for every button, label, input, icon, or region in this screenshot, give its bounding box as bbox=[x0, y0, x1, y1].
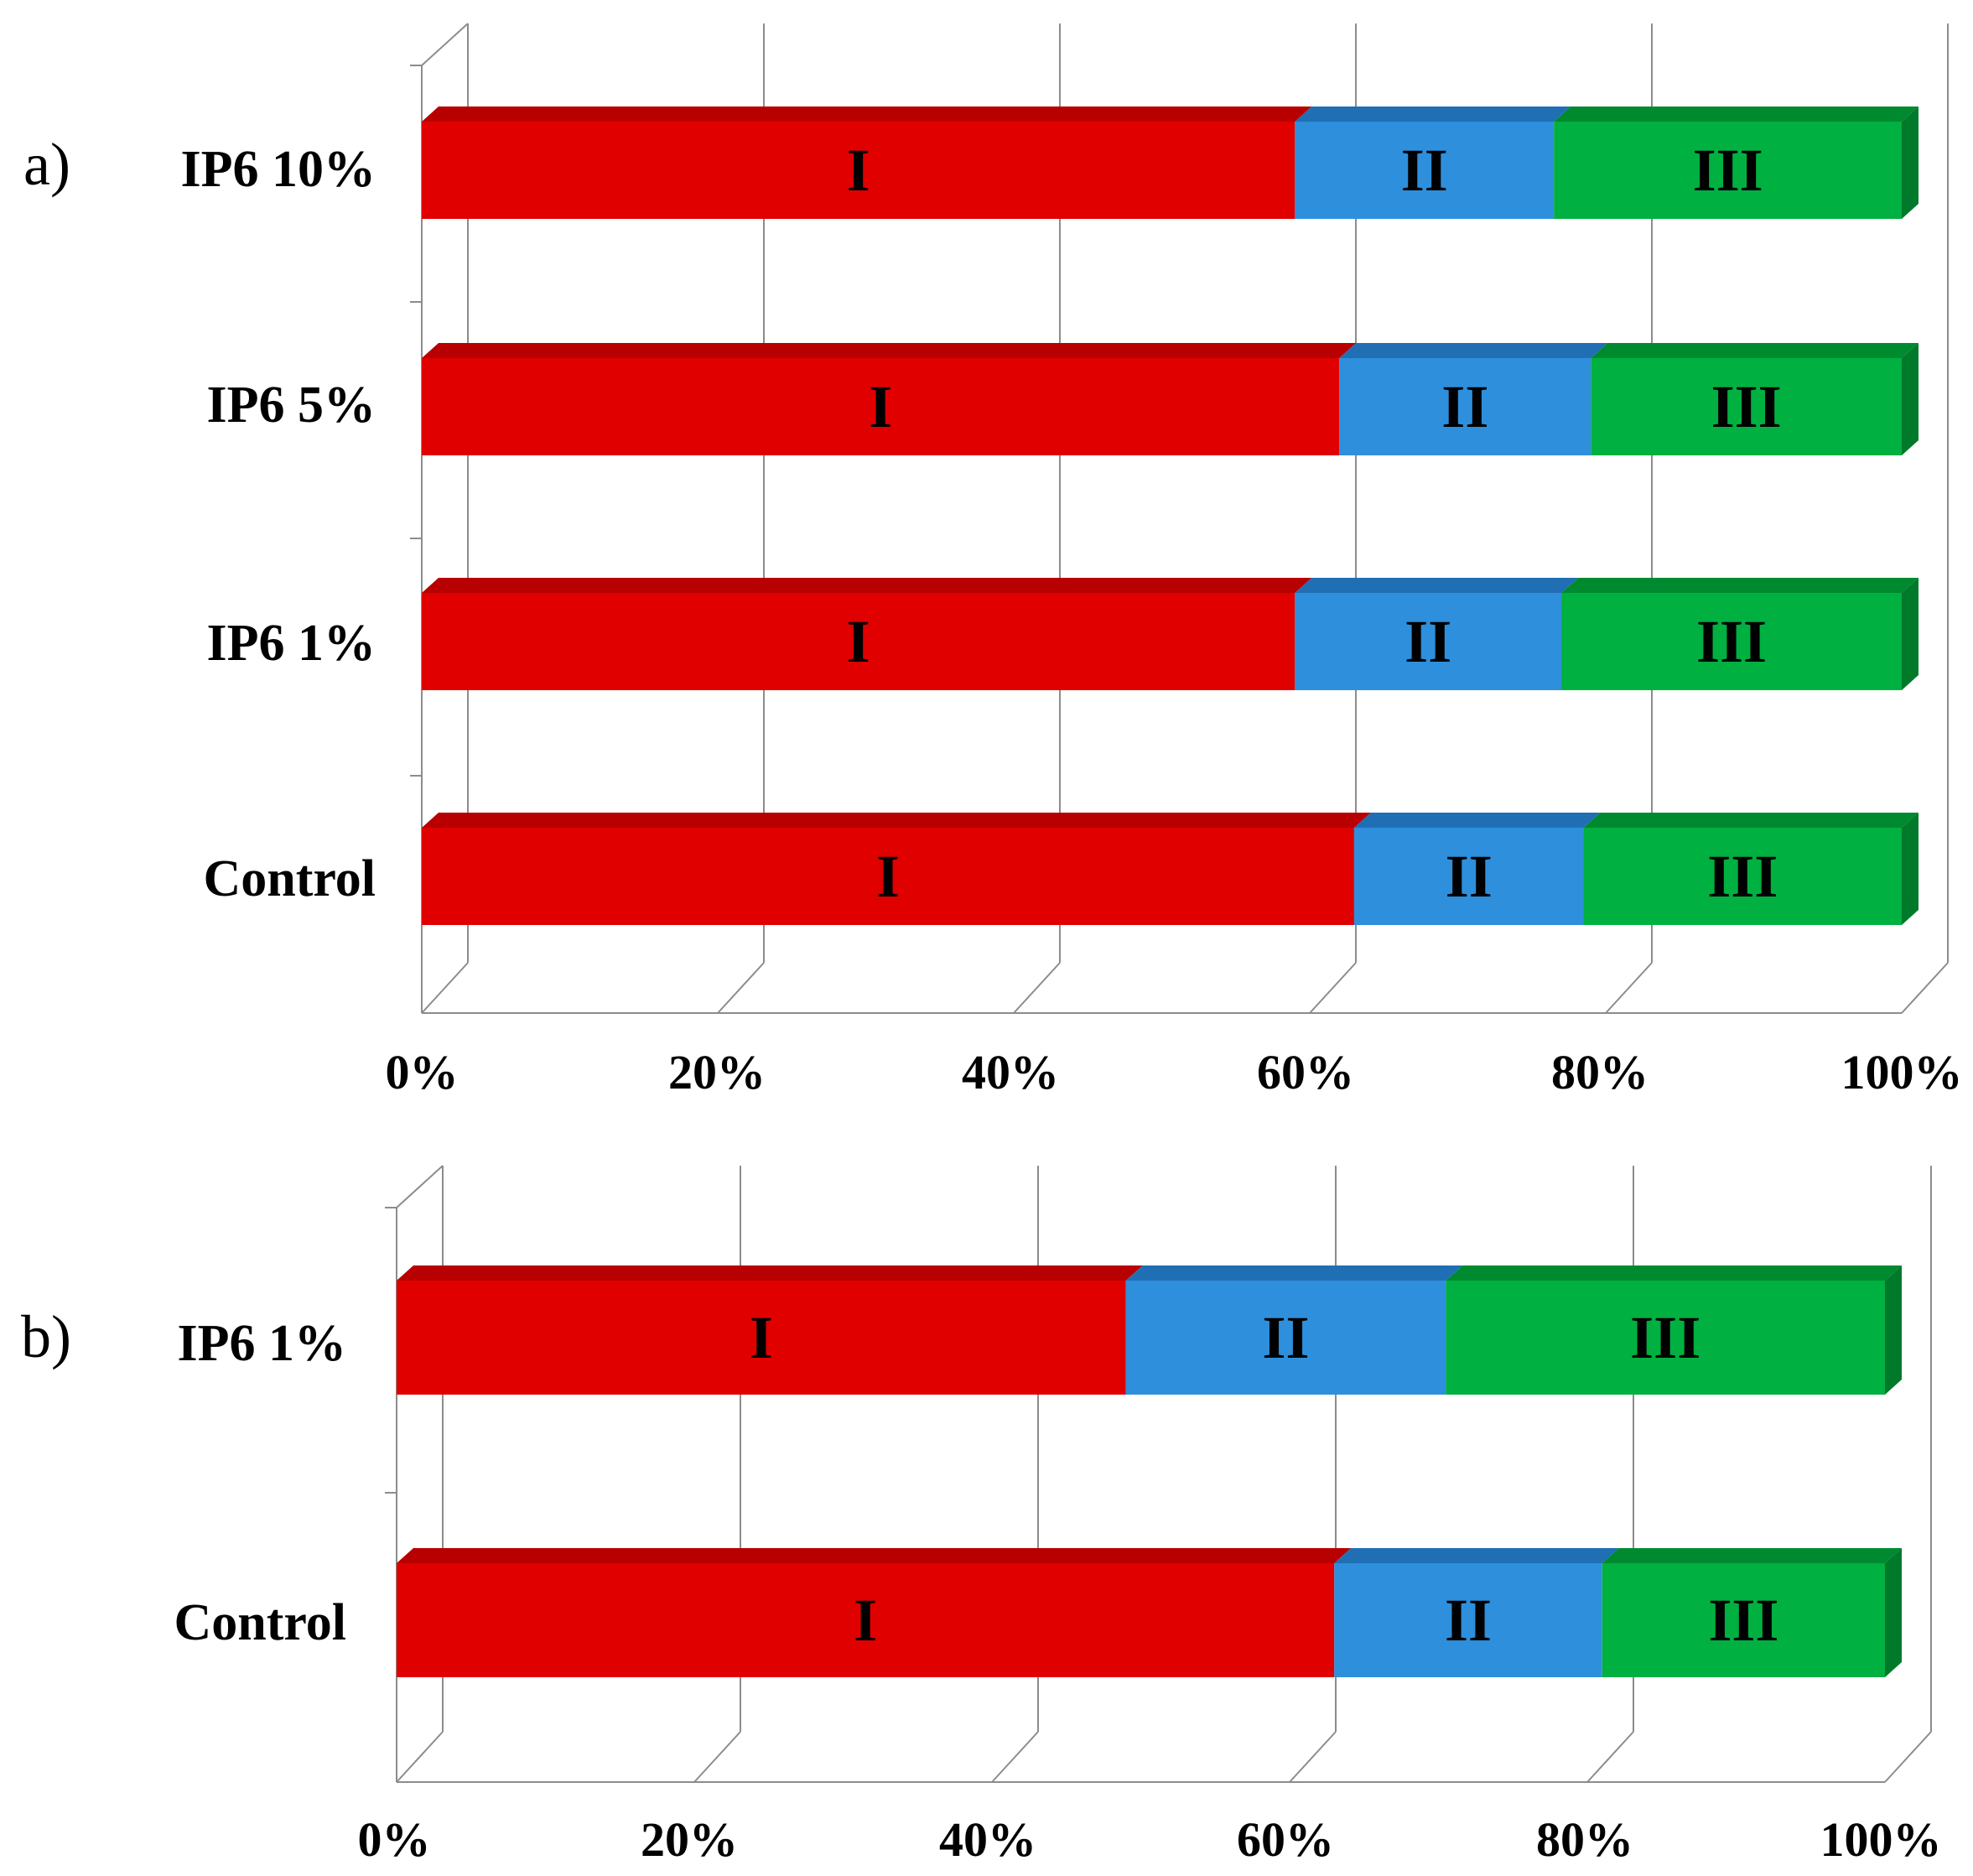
bar-segment-label: II bbox=[1446, 843, 1493, 910]
bar-segment-top bbox=[422, 578, 1312, 593]
bar-segment-label: I bbox=[847, 137, 870, 204]
bar-segment bbox=[422, 358, 1340, 455]
floor-gridline bbox=[421, 962, 469, 1014]
category-label: IP6 10% bbox=[181, 141, 376, 198]
category-label: Control bbox=[203, 850, 376, 907]
x-tick-label: 80% bbox=[1536, 1812, 1633, 1867]
bar-segment bbox=[1561, 593, 1902, 690]
bar-segment bbox=[1591, 358, 1902, 455]
bar-segment-side bbox=[1902, 107, 1918, 219]
x-tick-label: 20% bbox=[641, 1812, 738, 1867]
bar-segment-top bbox=[1446, 1265, 1902, 1281]
bar-segment-label: III bbox=[1693, 137, 1763, 204]
category-label: Control bbox=[174, 1594, 346, 1651]
bar-segment bbox=[1554, 122, 1902, 219]
bar-segment bbox=[1602, 1563, 1885, 1677]
bar-segment-label: III bbox=[1696, 608, 1767, 675]
bar-segment-label: I bbox=[876, 843, 900, 910]
bar-segment-top bbox=[1125, 1265, 1463, 1281]
bar-segment-top bbox=[1334, 1548, 1619, 1563]
bar-segment-label: II bbox=[1404, 608, 1451, 675]
x-tick-label: 80% bbox=[1551, 1045, 1648, 1099]
y-axis-top-edge bbox=[421, 23, 469, 66]
category-label: IP6 1% bbox=[178, 1315, 347, 1372]
bar-segment-top bbox=[397, 1548, 1352, 1563]
bar-segment-side bbox=[1902, 343, 1918, 455]
x-tick-label: 100% bbox=[1820, 1812, 1942, 1867]
bar-segment-top bbox=[1591, 343, 1918, 358]
bar-segment bbox=[422, 593, 1295, 690]
bar-segment bbox=[1583, 828, 1902, 925]
bar-segment-side bbox=[1885, 1548, 1902, 1677]
bar-segment bbox=[1295, 593, 1562, 690]
bar-segment-top bbox=[422, 107, 1312, 122]
floor-gridline bbox=[1901, 962, 1949, 1014]
x-tick-label: 100% bbox=[1841, 1045, 1963, 1099]
x-tick-label: 0% bbox=[358, 1812, 431, 1867]
bar-segment-label: II bbox=[1441, 373, 1488, 440]
bar-segment bbox=[422, 122, 1295, 219]
bar-segment bbox=[1334, 1563, 1602, 1677]
bar-segment-top bbox=[422, 813, 1371, 828]
floor-gridline bbox=[1586, 1731, 1634, 1783]
x-tick-label: 60% bbox=[1257, 1045, 1354, 1099]
bar-segment-top bbox=[1554, 107, 1918, 122]
floor-gridline bbox=[1309, 962, 1357, 1014]
bar-segment bbox=[422, 828, 1354, 925]
bar-segment-top bbox=[1602, 1548, 1902, 1563]
bar-segment-top bbox=[397, 1265, 1143, 1281]
bar-segment bbox=[1295, 122, 1555, 219]
bar-segment bbox=[397, 1281, 1126, 1395]
bar-segment bbox=[1446, 1281, 1885, 1395]
bar-segment-top bbox=[1353, 813, 1601, 828]
bar-segment-top bbox=[1561, 578, 1918, 593]
bar-segment bbox=[1353, 828, 1584, 925]
bar-segment-top bbox=[1295, 578, 1579, 593]
bar-segment-label: I bbox=[854, 1587, 877, 1654]
bar-segment-top bbox=[1583, 813, 1918, 828]
floor-gridline bbox=[1289, 1731, 1337, 1783]
bar-segment-label: II bbox=[1263, 1304, 1310, 1371]
bar-segment-label: II bbox=[1445, 1587, 1492, 1654]
bar-segment bbox=[1125, 1281, 1446, 1395]
floor-gridline bbox=[1884, 1731, 1932, 1783]
bar-segment-label: I bbox=[869, 373, 892, 440]
floor-gridline bbox=[717, 962, 765, 1014]
x-tick-label: 40% bbox=[962, 1045, 1059, 1099]
bar-segment-label: I bbox=[847, 608, 870, 675]
panel-label: b) bbox=[21, 1303, 71, 1370]
bar-segment-label: III bbox=[1630, 1304, 1700, 1371]
bar-segment-label: II bbox=[1401, 137, 1448, 204]
bar-segment-label: III bbox=[1708, 1587, 1778, 1654]
floor-gridline bbox=[1605, 962, 1653, 1014]
bar-segment-side bbox=[1885, 1265, 1902, 1395]
bar-segment-top bbox=[1339, 343, 1608, 358]
bar-segment-label: III bbox=[1711, 373, 1782, 440]
category-label: IP6 5% bbox=[207, 377, 376, 434]
bar-segment-side bbox=[1902, 813, 1918, 925]
bar-segment bbox=[1339, 358, 1591, 455]
x-tick-label: 20% bbox=[668, 1045, 766, 1099]
floor-gridline bbox=[1013, 962, 1061, 1014]
x-tick-label: 40% bbox=[939, 1812, 1036, 1867]
floor-gridline bbox=[693, 1731, 741, 1783]
bar-segment-side bbox=[1902, 578, 1918, 690]
category-label: IP6 1% bbox=[207, 615, 376, 672]
y-axis-top-edge bbox=[396, 1165, 444, 1208]
bar-segment-top bbox=[1295, 107, 1571, 122]
x-tick-label: 0% bbox=[386, 1045, 459, 1099]
floor-gridline bbox=[396, 1731, 444, 1783]
bar-segment-label: III bbox=[1707, 843, 1778, 910]
floor-gridline bbox=[991, 1731, 1039, 1783]
bar-segment-top bbox=[422, 343, 1357, 358]
bar-segment-label: I bbox=[750, 1304, 773, 1371]
bar-segment bbox=[397, 1563, 1335, 1677]
panel-label: a) bbox=[23, 131, 70, 198]
x-tick-label: 60% bbox=[1237, 1812, 1334, 1867]
